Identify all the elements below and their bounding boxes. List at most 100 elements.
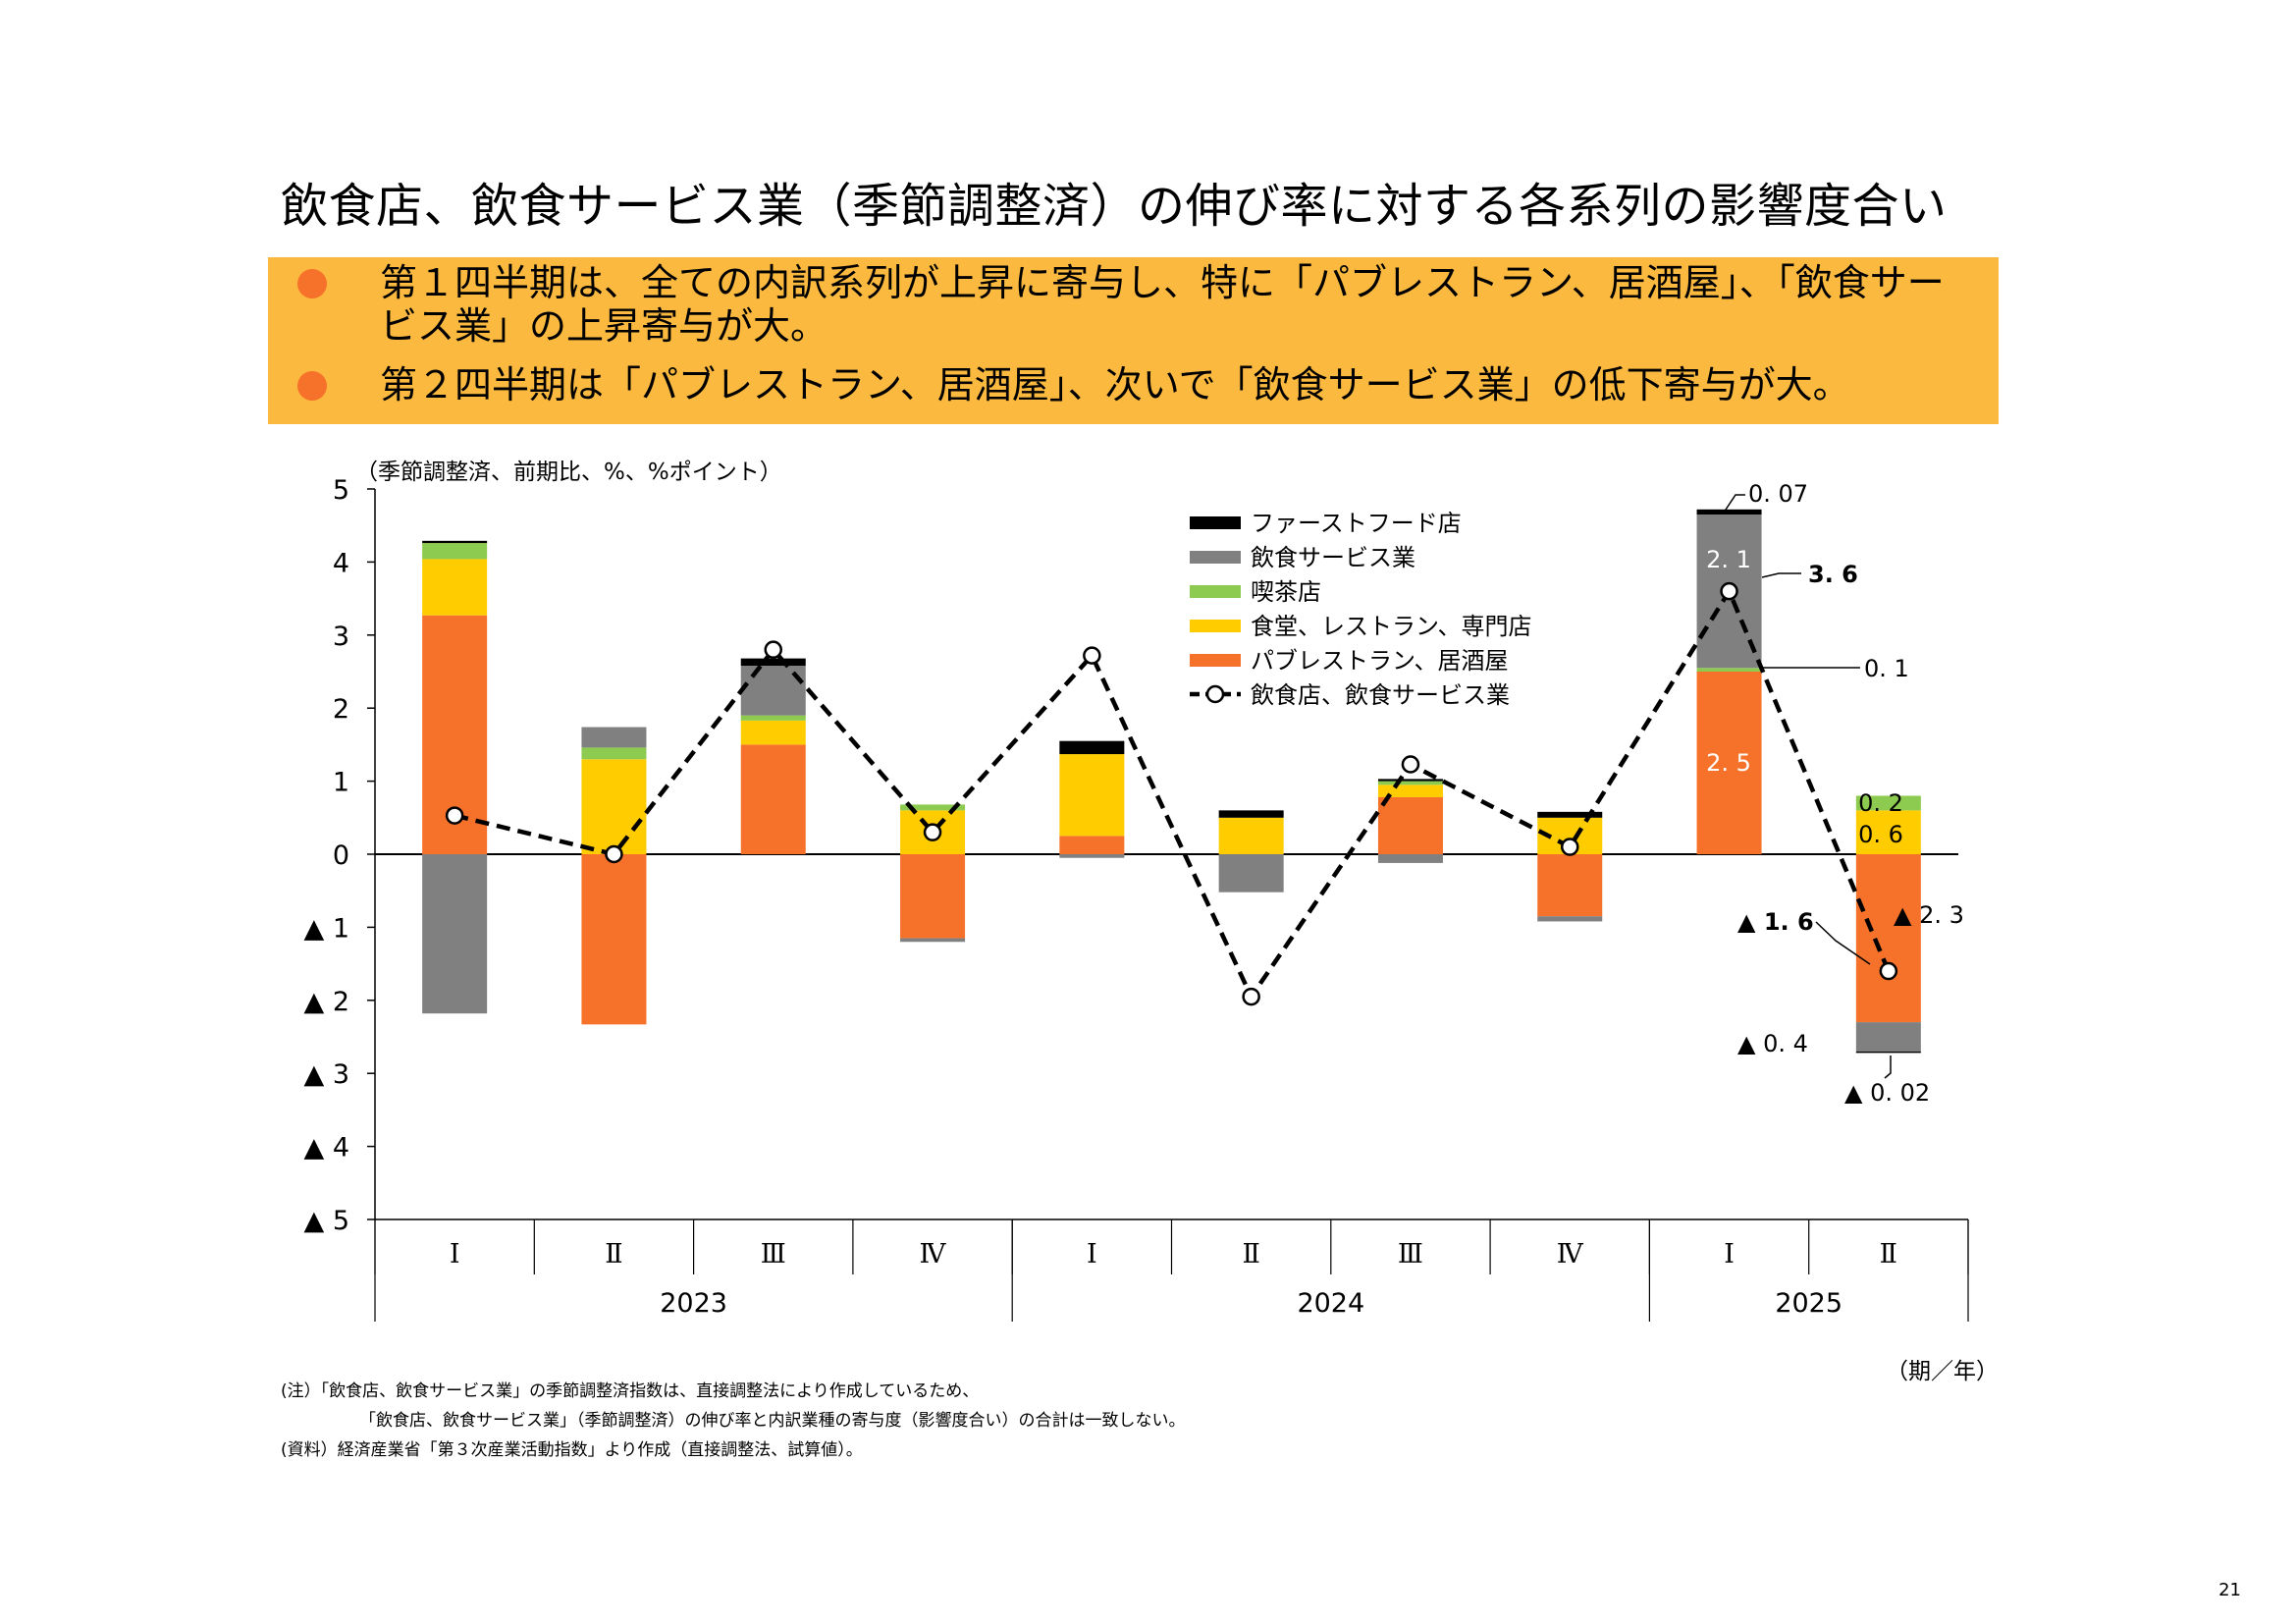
legend-line-marker [1205,684,1225,704]
data-label: ▲ 0. 02 [1844,1079,1930,1107]
year-label: 2024 [1297,1288,1364,1319]
summary-bullet-1: 第１四半期は、全ての内訳系列が上昇に寄与し、特に「パブレストラン、居酒屋」、「飲… [297,261,1970,348]
y-tick-label: 2 [333,694,349,725]
bar-segment [1377,854,1443,863]
data-label: ▲ 2. 3 [1894,901,1964,929]
line-point [1561,838,1579,856]
bar-segment [422,854,488,1014]
line-point [605,844,623,864]
bar-segment [422,543,488,560]
line-point [1879,961,1898,981]
x-tick-label: Ⅱ [1242,1239,1259,1270]
bar-segment [900,938,966,943]
x-tick-label: Ⅲ [1398,1239,1423,1270]
y-tick-label: ▲ 1 [303,913,349,944]
annotations: 0. 07 2. 1 3. 6 0. 1 2. 5 0. 2 0. 6 ▲ 1. 6 ▲ 2. … [1706,480,1964,1107]
line-point [445,806,464,825]
y-tick-label: ▲ 5 [303,1206,349,1236]
bar-segment [1059,740,1125,755]
bar-segment [1537,854,1603,917]
y-axis-label: （季節調整済、前期比、%、%ポイント） [355,460,782,485]
bar-segment [1855,1022,1921,1052]
legend-label: ファーストフード店 [1251,510,1462,537]
note-2: 「飲食店、飲食サービス業」（季節調整済）の伸び率と内訳業種の寄与度（影響度合い）… [359,1411,1186,1431]
bar-segment [422,540,488,544]
year-label: 2023 [660,1288,727,1319]
note-1: (注）「飲食店、飲食サービス業」の季節調整済指数は、直接調整法により作成している… [281,1381,980,1401]
data-label: ▲ 0. 4 [1737,1030,1808,1057]
annotation-leader [1761,572,1801,578]
y-tick-label: ▲ 2 [303,987,349,1017]
bar-segment [1696,509,1762,515]
legend: ファーストフード店飲食サービス業喫茶店食堂、レストラン、専門店パブレストラン、居… [1190,510,1532,709]
bar-segment [740,720,806,745]
y-tick-label: 5 [333,475,349,506]
bar-segment [900,804,966,811]
x-tick-label: Ⅱ [605,1239,622,1270]
legend-label: 食堂、レストラン、専門店 [1251,613,1532,640]
x-tick-label: Ⅳ [920,1239,947,1270]
total-line-path [454,586,1891,1001]
line-point [764,640,782,659]
bar-segment [1855,854,1921,1023]
summary-box: 第１四半期は、全ての内訳系列が上昇に寄与し、特に「パブレストラン、居酒屋」、「飲… [268,257,1999,424]
summary-bullet-2-text: 第２四半期は「パブレストラン、居酒屋」、次いで「飲食サービス業」の低下寄与が大。 [380,363,1850,406]
bar-segment [1218,817,1284,854]
bar-segment [900,854,966,939]
bar-segment [422,559,488,616]
bar-segment [1218,810,1284,818]
page-title: 飲食店、飲食サービス業（季節調整済）の伸び率に対する各系列の影響度合い [281,179,1948,234]
bar-segment [1059,854,1125,858]
data-label: 2. 5 [1706,749,1751,777]
legend-swatch [1190,551,1241,564]
data-label: ▲ 1. 6 [1737,908,1814,936]
bar-segment [581,759,647,854]
x-tick-label: Ⅰ [1087,1239,1097,1270]
bars [422,509,1921,1054]
line-point [923,823,942,841]
data-label: 2. 1 [1706,546,1751,573]
data-label: 3. 6 [1808,561,1858,588]
legend-label: パブレストラン、居酒屋 [1251,647,1509,675]
year-label: 2025 [1775,1288,1842,1319]
annotation-leader [1723,494,1745,514]
legend-label: 飲食店、飲食サービス業 [1251,681,1510,709]
legend-swatch [1190,620,1241,632]
bar-segment [1537,916,1603,922]
data-label: 0. 6 [1858,821,1903,848]
bar-segment [581,727,647,748]
x-tick-label: Ⅱ [1880,1239,1897,1270]
bar-segment [740,744,806,854]
data-label: 0. 07 [1748,480,1808,508]
y-tick-label: 0 [333,840,349,871]
bar-segment [1537,811,1603,818]
legend-swatch [1190,516,1241,529]
bar-segment [1059,836,1125,854]
annotation-leader [1884,1056,1892,1079]
data-label: 0. 2 [1858,789,1903,817]
bar-segment [1377,785,1443,797]
total-line [445,581,1898,1006]
bar-segment [1696,672,1762,854]
summary-bullet-2: 第２四半期は「パブレストラン、居酒屋」、次いで「飲食サービス業」の低下寄与が大。 [297,363,1970,406]
bar-segment [1855,795,1921,811]
y-tick-label: 1 [333,768,349,798]
legend-swatch [1190,654,1241,667]
y-tick-label: 4 [333,548,349,578]
bullet-dot-icon [297,371,327,401]
y-tick-label: ▲ 4 [303,1133,349,1164]
x-tick-label: Ⅰ [1724,1239,1735,1270]
x-tick-label: Ⅰ [450,1239,460,1270]
legend-label: 喫茶店 [1251,578,1321,606]
line-point [1720,581,1738,601]
bar-segment [1218,854,1284,893]
x-axis-label: （期／年） [1886,1359,1999,1384]
bullet-dot-icon [297,269,327,298]
note-3: (資料）経済産業省「第３次産業活動指数」より作成（直接調整法、試算値）。 [281,1440,863,1460]
x-tick-label: Ⅲ [761,1239,786,1270]
summary-bullet-1-text: 第１四半期は、全ての内訳系列が上昇に寄与し、特に「パブレストラン、居酒屋」、「飲… [380,261,1945,348]
line-point [1401,755,1420,774]
bar-segment [1696,668,1762,672]
bar-segment [581,854,647,1025]
